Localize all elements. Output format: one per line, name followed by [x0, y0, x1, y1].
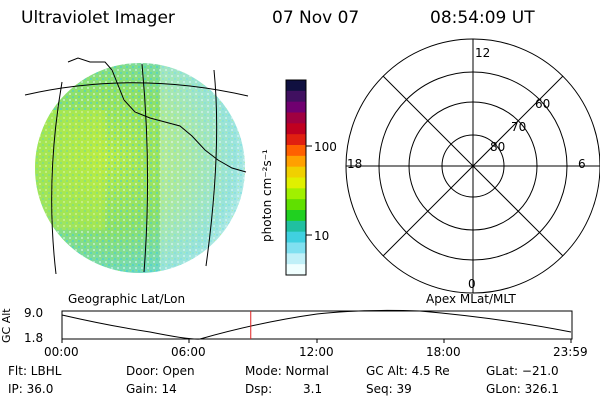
altitude-curve	[61, 309, 572, 340]
colorbar-swatch	[286, 220, 306, 233]
colorbar-unit-label: photon cm⁻²s⁻¹	[260, 149, 274, 242]
apex-label: Apex MLat/MLT	[426, 292, 516, 306]
polar-grid	[345, 38, 600, 294]
alt-ymin: 1.8	[24, 331, 44, 345]
date-label: 07 Nov 07	[272, 8, 360, 28]
lon-line	[51, 81, 63, 275]
polar-lat-80: 80	[490, 140, 506, 154]
info-dsp-value: 3.1	[303, 382, 323, 396]
colorbar-swatch	[286, 199, 306, 211]
alt-xtick: 06:00	[171, 345, 206, 359]
polar-lat-70: 70	[511, 120, 527, 134]
info-ip: IP: 36.0	[8, 382, 54, 396]
info-seq: Seq: 39	[366, 382, 412, 396]
alt-xtick: 18:00	[426, 345, 461, 359]
info-mode: Mode: Normal	[245, 364, 329, 378]
alt-xtick: 00:00	[44, 345, 79, 359]
colorbar-swatches	[286, 80, 306, 276]
alt-ymax: 9.0	[24, 306, 44, 320]
colorbar-swatch	[286, 177, 306, 189]
polar-lat-60: 60	[535, 97, 551, 111]
alt-ylabel: GC Alt	[0, 308, 13, 343]
colorbar-tick-100: 100	[314, 140, 337, 154]
altitude-plot	[61, 309, 573, 343]
info-glon: GLon: 326.1	[486, 382, 559, 396]
info-gain: Gain: 14	[126, 382, 177, 396]
polar-label-0: 0	[468, 277, 476, 291]
lon-line	[205, 69, 218, 267]
colorbar-swatch	[286, 264, 306, 276]
lon-line	[141, 63, 149, 273]
auroral-image	[24, 57, 249, 275]
colorbar-tick-10: 10	[314, 229, 330, 243]
info-gcalt: GC Alt: 4.5 Re	[366, 364, 450, 378]
colorbar-swatch	[286, 188, 306, 200]
info-flt: Flt: LBHL	[8, 364, 62, 378]
colorbar-swatch	[286, 166, 306, 178]
time-label: 08:54:09 UT	[430, 8, 535, 28]
colorbar-swatch	[286, 210, 306, 222]
colorbar-swatch	[286, 134, 306, 146]
colorbar-swatch	[286, 253, 306, 265]
colorbar-swatch	[286, 112, 306, 124]
lat-line	[24, 82, 249, 97]
colorbar-swatch	[286, 80, 306, 92]
coastline	[67, 57, 247, 173]
colorbar-swatch	[286, 242, 306, 254]
colorbar-swatch	[286, 145, 306, 157]
polar-label-18: 18	[347, 157, 363, 171]
colorbar-swatch	[286, 231, 306, 243]
alt-xtick: 23:59	[553, 345, 588, 359]
info-dsp-label: Dsp:	[245, 382, 273, 396]
colorbar	[285, 79, 312, 276]
polar-label-6: 6	[578, 157, 586, 171]
instrument-title: Ultraviolet Imager	[21, 8, 175, 28]
info-door: Door: Open	[126, 364, 195, 378]
colorbar-swatch	[286, 101, 306, 113]
polar-label-12: 12	[475, 46, 491, 60]
geographic-label: Geographic Lat/Lon	[68, 292, 186, 306]
colorbar-swatch	[286, 155, 306, 168]
colorbar-swatch	[286, 90, 306, 103]
alt-xtick: 12:00	[299, 345, 334, 359]
info-glat: GLat: −21.0	[486, 364, 559, 378]
colorbar-swatch	[286, 123, 306, 135]
